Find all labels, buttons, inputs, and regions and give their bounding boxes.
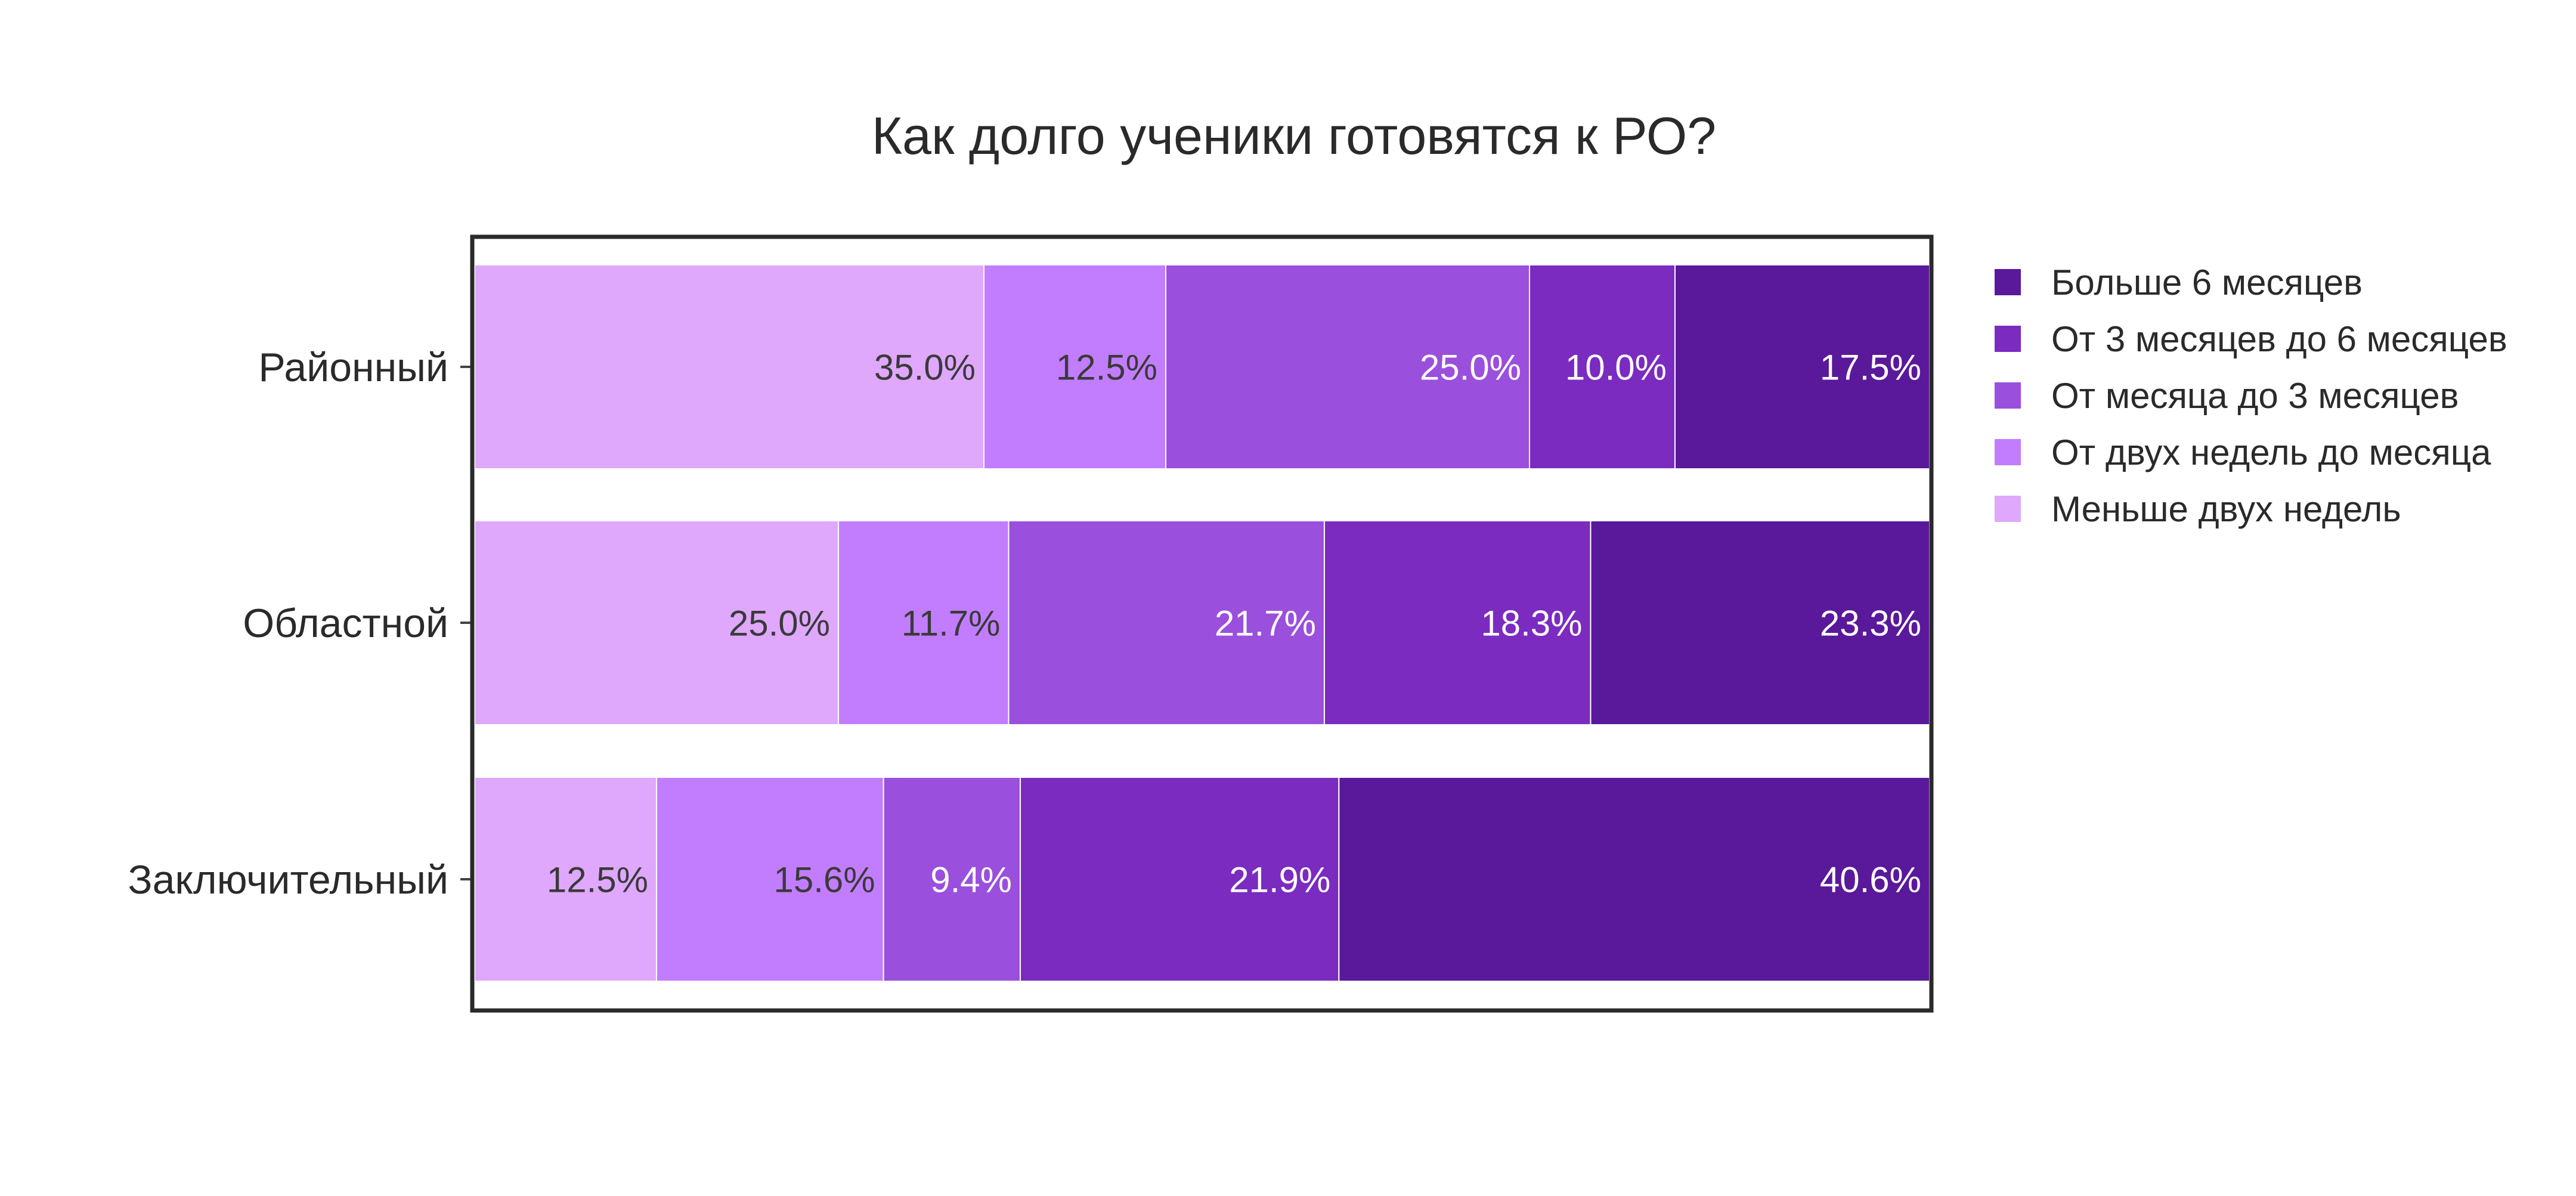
legend-label: Меньше двух недель: [2051, 489, 2401, 529]
bar-value-label-3-3: 9.4%: [930, 860, 1012, 900]
bar-labels-layer: 35.0% 12.5% 25.0% 10.0% 17.5% 25.0% 11.7% 21.7%…: [547, 348, 1921, 900]
bar-value-label-1-5: 17.5%: [1820, 348, 1921, 388]
bar-segment-1-5: [1674, 264, 1930, 469]
plot-frame: [470, 234, 1934, 1013]
bar-value-label-3-1: 12.5%: [547, 860, 648, 900]
bar-value-label-1-4: 10.0%: [1565, 348, 1667, 388]
bar-value-label-2-1: 25.0%: [729, 604, 830, 644]
bar-segment-1-2: [983, 264, 1166, 469]
bar-segment-2-2: [838, 520, 1010, 725]
bar-value-label-2-2: 11.7%: [902, 604, 1001, 644]
legend-swatch: [1995, 269, 2021, 295]
legend-swatch: [1995, 382, 2021, 409]
legend-label: От 3 месяцев до 6 месяцев: [2051, 319, 2507, 359]
bar-value-label-2-4: 18.3%: [1481, 604, 1582, 644]
bar-segment-2-1: [474, 520, 839, 725]
bar-segment-2-4: [1323, 520, 1592, 725]
bar-value-label-3-5: 40.6%: [1820, 860, 1921, 900]
legend-swatch: [1995, 326, 2021, 352]
bar-segment-1-4: [1529, 264, 1676, 469]
bar-segment-1-1: [474, 264, 984, 469]
bar-value-label-3-2: 15.6%: [773, 860, 875, 900]
legend-item-4[interactable]: От двух недель до месяца: [1995, 432, 2491, 472]
legend-label: От двух недель до месяца: [2051, 432, 2491, 472]
legend-swatch: [1995, 496, 2021, 522]
bar-value-label-2-5: 23.3%: [1820, 604, 1921, 644]
legend-item-2[interactable]: От 3 месяцев до 6 месяцев: [1995, 319, 2507, 359]
legend: Больше 6 месяцев От 3 месяцев до 6 месяце…: [1995, 262, 2507, 529]
y-category-label-1: Районный: [258, 345, 448, 390]
bar-value-label-2-3: 21.7%: [1215, 604, 1316, 644]
legend-label: От месяца до 3 месяцев: [2051, 376, 2459, 416]
bar-segment-3-4: [1020, 777, 1340, 982]
y-category-label-3: Заключительный: [128, 857, 448, 903]
legend-swatch: [1995, 439, 2021, 465]
legend-item-1[interactable]: Больше 6 месяцев: [1995, 262, 2363, 302]
bar-segment-1-3: [1165, 264, 1530, 469]
legend-item-5[interactable]: Меньше двух недель: [1995, 489, 2401, 529]
bar-segment-3-2: [656, 777, 884, 982]
bar-segment-2-5: [1590, 520, 1930, 725]
legend-label: Больше 6 месяцев: [2051, 262, 2363, 302]
y-axis: Районный Областной Заключительный: [128, 345, 472, 903]
bar-value-label-1-1: 35.0%: [874, 348, 976, 388]
bar-value-label-3-4: 21.9%: [1229, 860, 1330, 900]
bar-value-label-1-3: 25.0%: [1420, 348, 1521, 388]
bar-segment-2-3: [1008, 520, 1325, 725]
legend-item-3[interactable]: От месяца до 3 месяцев: [1995, 376, 2459, 416]
bars-layer: [474, 264, 1931, 982]
bar-segment-3-5: [1338, 777, 1931, 982]
chart-title: Как долго ученики готовятся к РО?: [872, 106, 1716, 165]
bar-segment-3-3: [883, 777, 1021, 982]
bar-value-label-1-2: 12.5%: [1056, 348, 1157, 388]
y-category-label-2: Областной: [243, 601, 448, 646]
